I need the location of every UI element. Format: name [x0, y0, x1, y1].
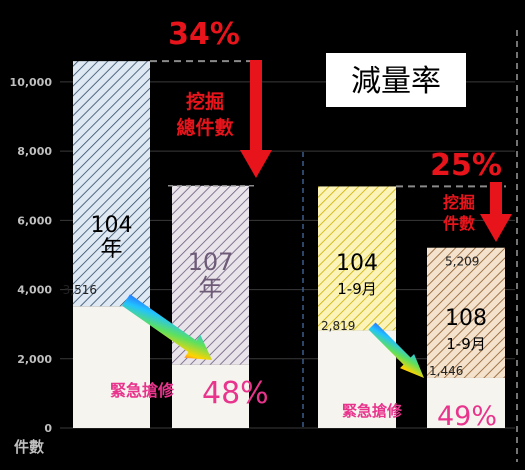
reduction-caption: 挖掘 — [186, 90, 224, 113]
bar-emergency-segment — [73, 306, 150, 428]
bar-total-segment — [427, 247, 505, 378]
y-axis-ticks: 0 2,000 4,000 6,000 8,000 10,000 — [10, 76, 53, 435]
bar-emergency-segment — [318, 330, 396, 428]
bar-label: 108 — [445, 306, 487, 331]
y-tick-label: 10,000 — [10, 76, 53, 89]
bar-label: 1-9月 — [446, 335, 486, 353]
emergency-value-label: 3,516 — [63, 283, 97, 297]
emergency-arrow-shape — [121, 294, 213, 361]
emergency-arrow — [121, 294, 213, 361]
emergency-value-label: 2,819 — [321, 319, 355, 333]
reduction-arrow-head — [480, 214, 512, 242]
y-tick-label: 4,000 — [17, 284, 52, 297]
bar-total-segment — [73, 61, 150, 307]
emergency-arrow — [368, 322, 425, 379]
chart-title: 減量率 — [351, 64, 441, 99]
emergency-rate: 49% — [437, 401, 497, 432]
emergency-caption: 緊急搶修 — [342, 402, 403, 420]
bar-label: 104 — [91, 213, 133, 238]
y-axis-label: 件數 — [14, 438, 44, 456]
emergency-rate: 48% — [202, 376, 269, 411]
reduction-rate-label: 34% — [168, 17, 240, 52]
y-tick-label: 2,000 — [17, 353, 52, 366]
emergency-arrow-shape — [368, 322, 425, 379]
reduction-arrow-head — [240, 150, 272, 178]
bar-label: 年 — [199, 274, 223, 302]
bar-label: 107 — [188, 248, 234, 276]
reduction-arrow-shaft — [250, 60, 262, 152]
y-tick-label: 0 — [44, 422, 52, 435]
bar-label: 1-9月 — [337, 280, 377, 298]
reduction-caption: 挖掘 — [443, 193, 475, 212]
reduction-rate-label: 25% — [430, 148, 502, 183]
bar-total-segment — [318, 186, 396, 331]
reduction-arrow-shaft — [490, 182, 502, 216]
bar-label: 年 — [100, 237, 122, 262]
bar-emergency-segment — [427, 377, 505, 428]
emergency-value-label: 1,446 — [429, 364, 463, 378]
y-tick-label: 6,000 — [17, 214, 52, 227]
bar-emergency-segment — [172, 364, 249, 428]
title-box — [326, 53, 466, 107]
bar-label: 104 — [336, 251, 378, 276]
y-tick-label: 8,000 — [17, 145, 52, 158]
emergency-caption: 緊急搶修 — [110, 381, 175, 400]
reduction-caption: 件數 — [443, 214, 475, 233]
total-value-label: 5,209 — [445, 255, 479, 269]
reduction-caption: 總件數 — [176, 116, 233, 139]
